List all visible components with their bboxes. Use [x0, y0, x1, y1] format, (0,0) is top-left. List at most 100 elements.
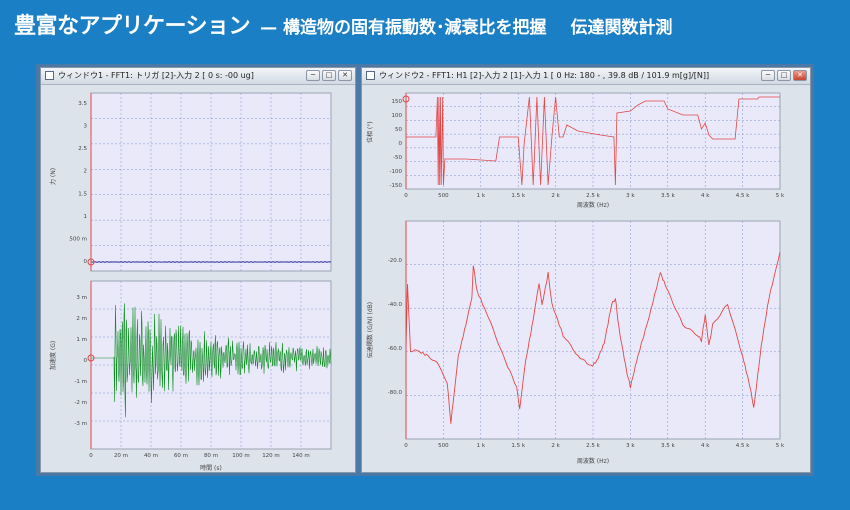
banner: 豊富なアプリケーション — 構造物の固有振動数･減衰比を把握 伝達関数計測 — [0, 0, 850, 50]
x-tick-label: 2.5 k — [586, 193, 600, 199]
x-tick-label: 2 k — [551, 443, 560, 449]
x-tick-label: 5 k — [776, 443, 785, 449]
x-tick-label: 80 m — [204, 453, 218, 459]
window-time-domain[interactable]: ウィンドウ1 - FFT1: トリガ [2]-入力 2 [ 0 s: -00 u… — [40, 67, 356, 473]
y-tick-label: 50 — [395, 127, 402, 133]
y-tick-label: 2.5 — [78, 146, 87, 152]
window2-titlebar[interactable]: ウィンドウ2 - FFT1: H1 [2]-入力 2 [1]-入力 1 [ 0 … — [362, 68, 810, 85]
accel-y-ticks: 3 m 2 m 1 m 0 -1 m -2 m -3 m — [74, 295, 87, 427]
x-tick-label: 4 k — [701, 193, 710, 199]
x-tick-label: 0 — [404, 193, 408, 199]
x-tick-label: 3.5 k — [661, 443, 675, 449]
phase-y-label: 位相 (°) — [366, 121, 374, 143]
x-tick-label: 4 k — [701, 443, 710, 449]
x-tick-label: 1.5 k — [511, 443, 525, 449]
accel-y-label: 加速度 (G) — [49, 341, 57, 370]
cursor-marker[interactable] — [402, 95, 410, 103]
y-tick-label: 2 — [84, 169, 88, 175]
y-tick-label: 150 — [392, 99, 403, 105]
x-tick-label: 2.5 k — [586, 443, 600, 449]
magnitude-x-label: 周波数 (Hz) — [577, 457, 609, 465]
x-tick-label: 0 — [89, 453, 93, 459]
y-tick-label: -2 m — [74, 400, 87, 406]
x-tick-label: 140 m — [292, 453, 310, 459]
y-tick-label: 0 — [84, 259, 88, 265]
y-tick-label: 500 m — [69, 236, 87, 242]
minimize-button[interactable]: ─ — [306, 70, 320, 81]
x-tick-label: 500 — [438, 443, 449, 449]
y-tick-label: 0 — [399, 141, 403, 147]
time-x-ticks: 0 20 m 40 m 60 m 80 m 100 m 120 m 140 m — [89, 453, 310, 459]
y-tick-label: 3 m — [76, 295, 87, 301]
cursor-marker[interactable] — [87, 354, 95, 362]
y-tick-label: -80.0 — [388, 390, 403, 396]
window1-title: ウィンドウ1 - FFT1: トリガ [2]-入力 2 [ 0 s: -00 u… — [58, 71, 254, 80]
x-tick-label: 1 k — [477, 193, 486, 199]
x-tick-label: 40 m — [144, 453, 158, 459]
minimize-button[interactable]: ─ — [761, 70, 775, 81]
x-tick-label: 3.5 k — [661, 193, 675, 199]
time-x-label: 時間 (s) — [200, 464, 222, 472]
x-tick-label: 3 k — [626, 443, 635, 449]
x-tick-label: 4.5 k — [736, 443, 750, 449]
cursor-marker[interactable] — [87, 258, 95, 266]
magnitude-trace — [405, 252, 781, 424]
x-tick-label: 100 m — [232, 453, 250, 459]
force-y-label: 力 (N) — [49, 168, 57, 185]
phase-y-ticks: 150 100 50 0 -50 -100 -150 — [390, 99, 403, 189]
x-tick-label: 120 m — [262, 453, 280, 459]
y-tick-label: -20.0 — [388, 258, 403, 264]
close-button[interactable]: ✕ — [793, 70, 807, 81]
accel-trace — [91, 303, 332, 418]
headline: 豊富なアプリケーション — 構造物の固有振動数･減衰比を把握 伝達関数計測 — [14, 8, 672, 40]
x-tick-label: 60 m — [174, 453, 188, 459]
phase-x-label: 周波数 (Hz) — [577, 201, 609, 209]
force-y-ticks: 3.5 3 2.5 2 1.5 1 500 m 0 — [69, 101, 87, 265]
y-tick-label: -40.0 — [388, 302, 403, 308]
magnitude-y-ticks: -20.0 -40.0 -60.0 -80.0 — [388, 258, 403, 396]
x-tick-label: 2 k — [551, 193, 560, 199]
phase-trace — [406, 96, 780, 186]
y-tick-label: 1.5 — [78, 191, 87, 197]
y-tick-label: 1 — [84, 214, 88, 220]
x-tick-label: 1.5 k — [511, 193, 525, 199]
maximize-button[interactable]: □ — [777, 70, 791, 81]
maximize-button[interactable]: □ — [322, 70, 336, 81]
window-frf[interactable]: ウィンドウ2 - FFT1: H1 [2]-入力 2 [1]-入力 1 [ 0 … — [361, 67, 811, 473]
x-tick-label: 0 — [404, 443, 408, 449]
window1-plot-area: 3.5 3 2.5 2 1.5 1 500 m 0 力 (N) 3 m 2 m 1 m 0 -1 m -… — [49, 92, 332, 472]
y-tick-label: 0 — [84, 358, 88, 364]
y-tick-label: 3.5 — [78, 101, 87, 107]
headline-main: 豊富なアプリケーション — [14, 14, 251, 39]
x-tick-label: 1 k — [477, 443, 486, 449]
app-screen: ウィンドウ1 - FFT1: トリガ [2]-入力 2 [ 0 s: -00 u… — [36, 64, 814, 476]
window-icon — [45, 71, 54, 80]
magnitude-grid — [406, 221, 780, 439]
phase-x-ticks: 0 500 1 k 1.5 k 2 k 2.5 k 3 k 3.5 k 4 k 4.5 k 5 k — [404, 193, 785, 199]
x-tick-label: 500 — [438, 193, 449, 199]
y-tick-label: -1 m — [74, 379, 87, 385]
magnitude-x-ticks: 0 500 1 k 1.5 k 2 k 2.5 k 3 k 3.5 k 4 k 4.5 k 5 k — [404, 443, 785, 449]
window2-title: ウィンドウ2 - FFT1: H1 [2]-入力 2 [1]-入力 1 [ 0 … — [379, 71, 710, 80]
y-tick-label: 2 m — [76, 316, 87, 322]
y-tick-label: 3 — [84, 124, 88, 130]
x-tick-label: 5 k — [776, 193, 785, 199]
headline-sub2: 伝達関数計測 — [570, 18, 673, 38]
x-tick-label: 3 k — [626, 193, 635, 199]
force-trace — [90, 261, 332, 263]
y-tick-label: 100 — [392, 113, 403, 119]
window-icon — [366, 71, 375, 80]
window1-titlebar[interactable]: ウィンドウ1 - FFT1: トリガ [2]-入力 2 [ 0 s: -00 u… — [41, 68, 355, 85]
y-tick-label: -3 m — [74, 421, 87, 427]
force-grid — [91, 93, 331, 271]
magnitude-y-label: 伝達関数 (G/N) (dB) — [366, 302, 374, 358]
y-tick-label: 1 m — [76, 337, 87, 343]
x-tick-label: 20 m — [114, 453, 128, 459]
close-button[interactable]: ✕ — [338, 70, 352, 81]
x-tick-label: 4.5 k — [736, 193, 750, 199]
y-tick-label: -100 — [390, 169, 403, 175]
y-tick-label: -150 — [390, 183, 403, 189]
y-tick-label: -60.0 — [388, 346, 403, 352]
headline-sub: — 構造物の固有振動数･減衰比を把握 — [260, 18, 547, 38]
